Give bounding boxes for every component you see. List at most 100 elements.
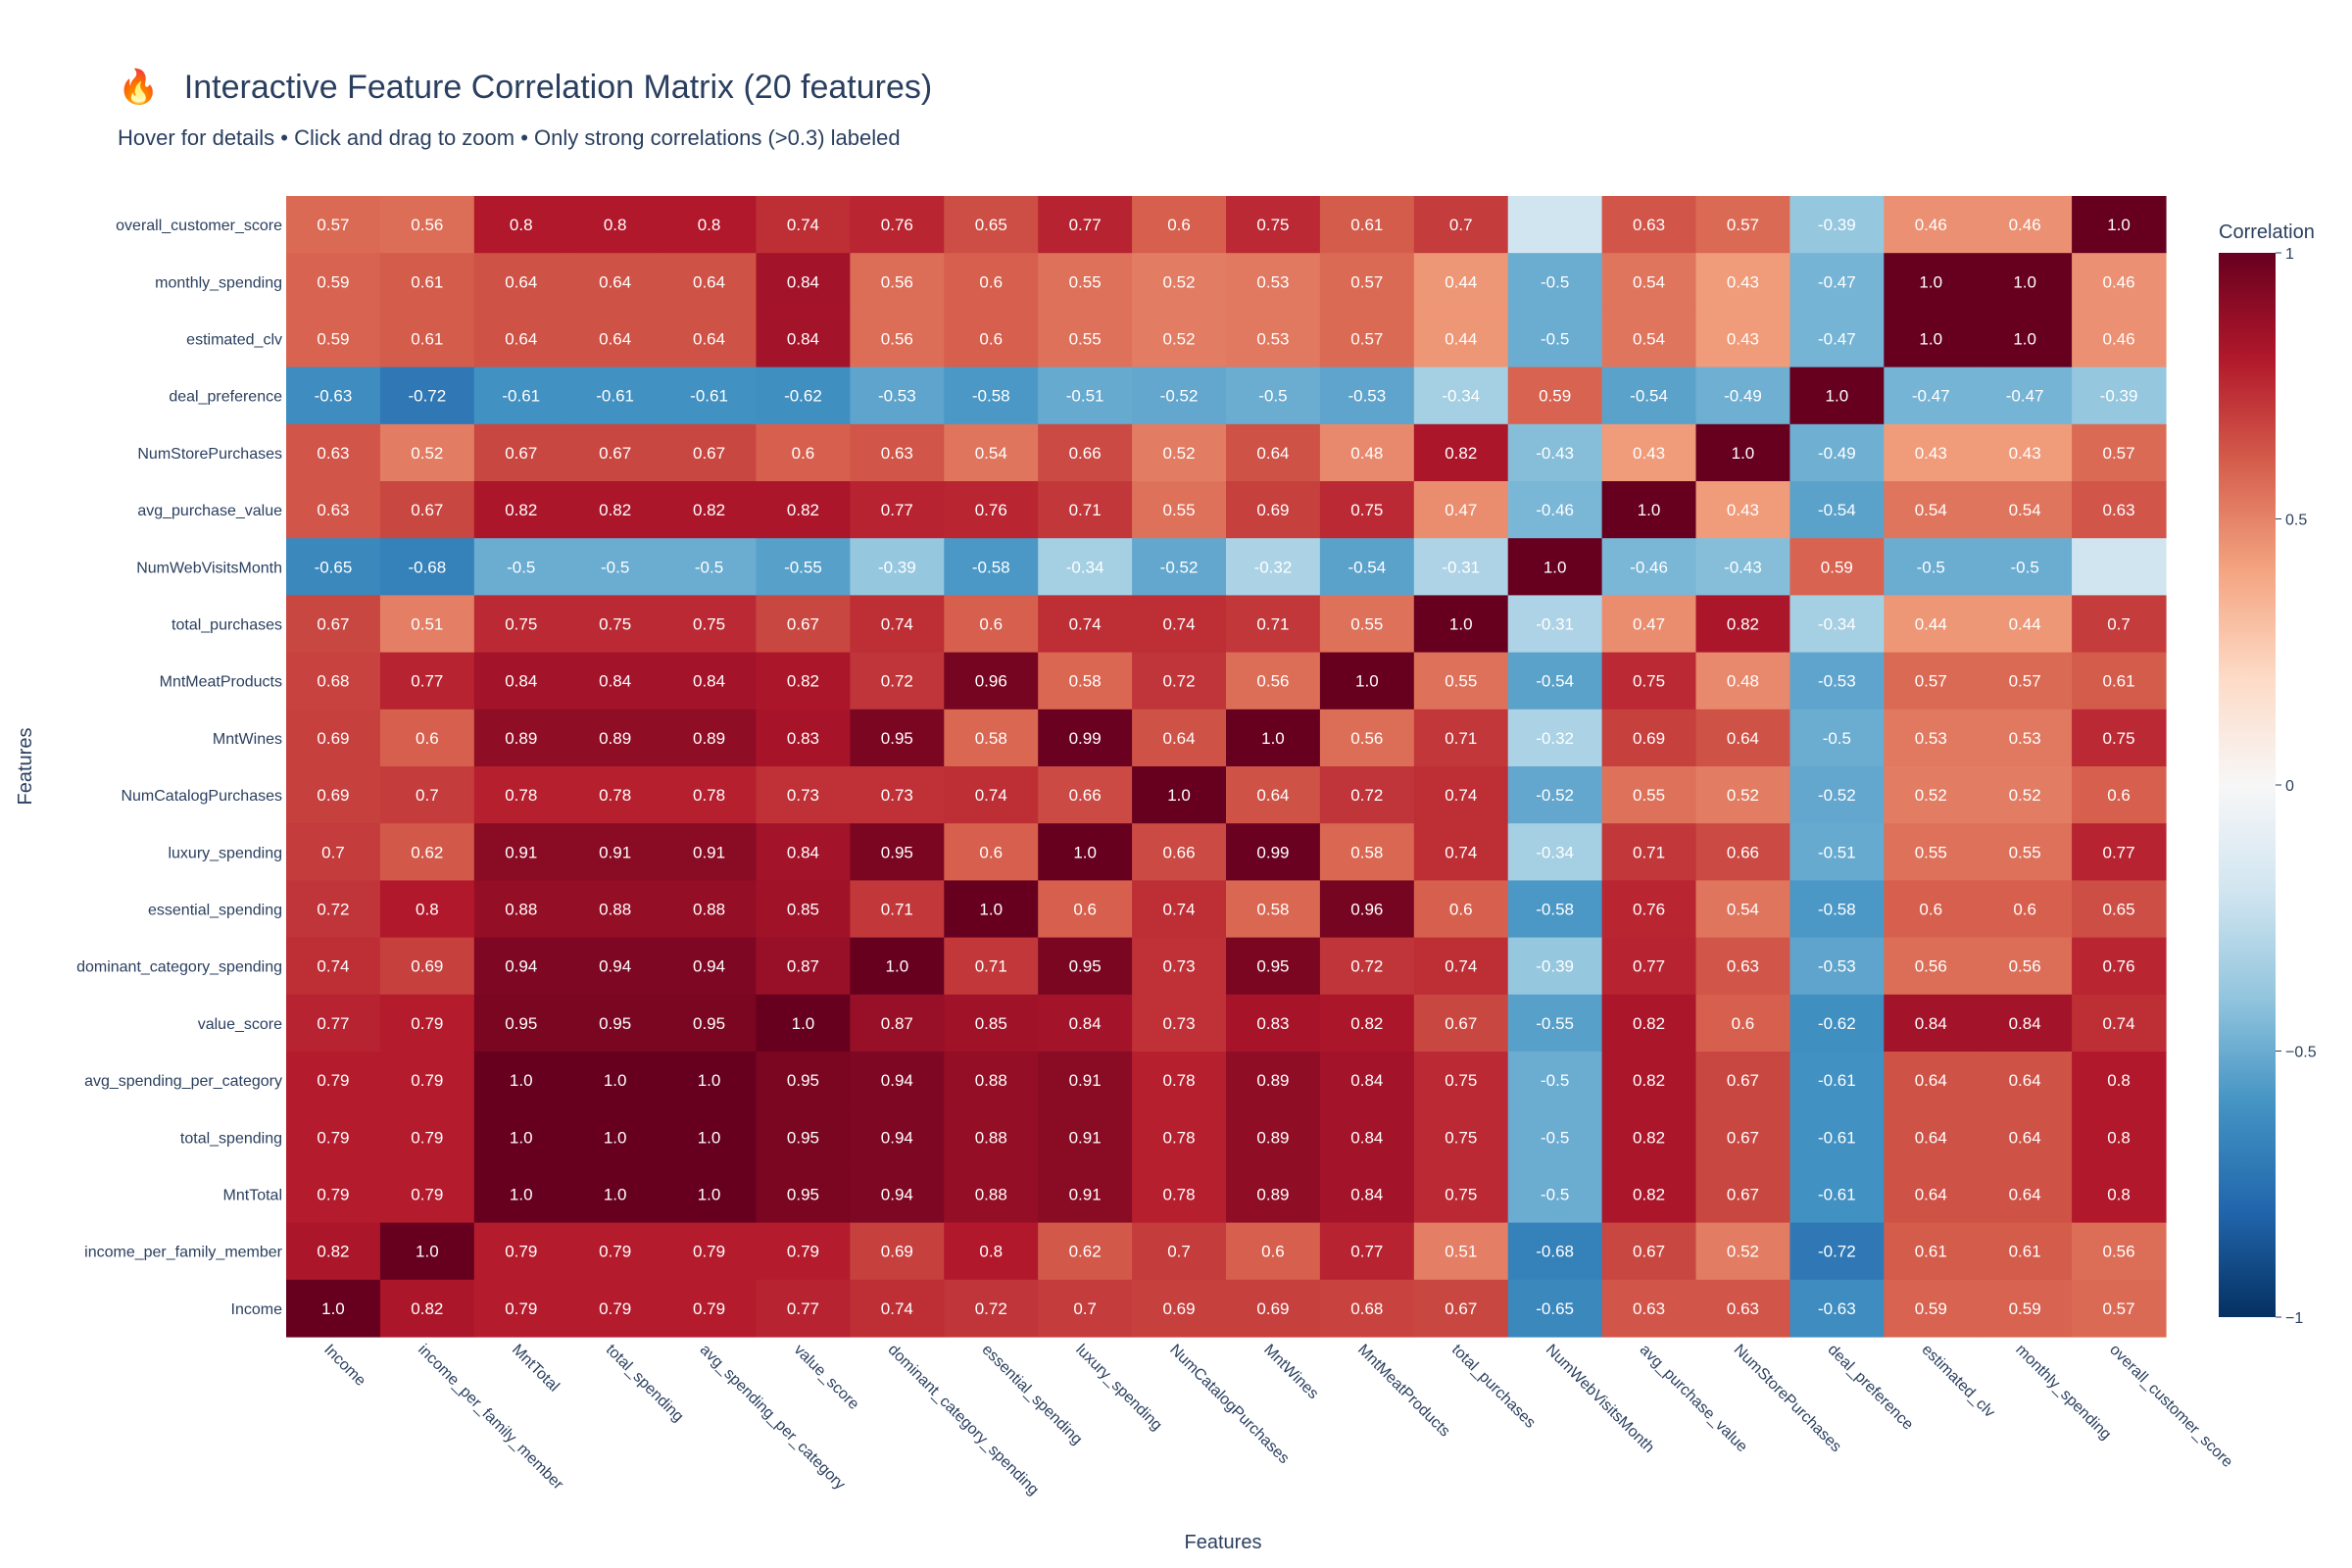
heatmap-cell[interactable] [473,481,569,539]
heatmap-cell[interactable] [473,253,569,311]
heatmap-cell[interactable] [1226,481,1321,539]
heatmap-cell[interactable] [1884,367,1979,425]
heatmap-cell[interactable] [944,709,1039,767]
heatmap-cell[interactable] [1038,766,1133,824]
heatmap-cell[interactable] [850,595,945,654]
heatmap-cell[interactable] [1413,423,1509,482]
heatmap-cell[interactable] [286,937,381,996]
heatmap-cell[interactable] [1695,253,1791,311]
heatmap-cell[interactable] [567,1222,663,1281]
heatmap-cell[interactable] [2072,595,2167,654]
heatmap-cell[interactable] [756,310,852,368]
heatmap-cell[interactable] [473,595,569,654]
heatmap-cell[interactable] [756,1279,852,1338]
heatmap-cell[interactable] [756,1165,852,1224]
heatmap-cell[interactable] [1132,310,1227,368]
heatmap-cell[interactable] [1789,766,1885,824]
heatmap-cell[interactable] [1132,652,1227,710]
heatmap-cell[interactable] [1884,1279,1979,1338]
heatmap-cell[interactable] [1413,595,1509,654]
heatmap-cell[interactable] [1132,196,1227,254]
heatmap-cell[interactable] [1507,1165,1603,1224]
heatmap-cell[interactable] [286,880,381,939]
heatmap-cell[interactable] [1789,652,1885,710]
heatmap-cell[interactable] [1319,823,1415,881]
heatmap-cell[interactable] [379,994,475,1053]
heatmap-cell[interactable] [1132,1108,1227,1166]
heatmap-cell[interactable] [944,538,1039,596]
heatmap-cell[interactable] [1601,823,1697,881]
heatmap-cell[interactable] [1507,595,1603,654]
heatmap-cell[interactable] [1884,595,1979,654]
heatmap-cell[interactable] [1319,196,1415,254]
heatmap-cell[interactable] [2072,253,2167,311]
heatmap-cell[interactable] [1507,937,1603,996]
heatmap-cell[interactable] [1226,1165,1321,1224]
heatmap-cell[interactable] [1507,766,1603,824]
heatmap-cell[interactable] [1601,253,1697,311]
heatmap-cell[interactable] [1226,1222,1321,1281]
heatmap-cell[interactable] [1413,880,1509,939]
heatmap-cell[interactable] [1507,367,1603,425]
heatmap-cell[interactable] [662,595,758,654]
heatmap-cell[interactable] [286,538,381,596]
heatmap-cell[interactable] [379,1222,475,1281]
heatmap-cell[interactable] [567,1108,663,1166]
heatmap-cell[interactable] [944,766,1039,824]
heatmap-cell[interactable] [286,709,381,767]
heatmap-cell[interactable] [286,1108,381,1166]
heatmap-cell[interactable] [1789,937,1885,996]
heatmap-cell[interactable] [756,367,852,425]
heatmap-cell[interactable] [1601,766,1697,824]
heatmap-cell[interactable] [286,766,381,824]
heatmap-cell[interactable] [1884,880,1979,939]
heatmap-cell[interactable] [662,766,758,824]
heatmap-cell[interactable] [1884,196,1979,254]
heatmap-cell[interactable] [850,880,945,939]
heatmap-cell[interactable] [1226,196,1321,254]
heatmap-cell[interactable] [850,823,945,881]
heatmap-cell[interactable] [1884,994,1979,1053]
heatmap-cell[interactable] [2072,481,2167,539]
heatmap-cell[interactable] [1507,1108,1603,1166]
heatmap-cell[interactable] [662,253,758,311]
heatmap-cell[interactable] [2072,1165,2167,1224]
heatmap-cell[interactable] [1884,481,1979,539]
heatmap-cell[interactable] [286,823,381,881]
heatmap-cell[interactable] [567,709,663,767]
heatmap-cell[interactable] [1319,1222,1415,1281]
heatmap-cell[interactable] [1132,1279,1227,1338]
heatmap-cell[interactable] [1038,310,1133,368]
heatmap-cell[interactable] [567,367,663,425]
heatmap-cell[interactable] [1978,481,2073,539]
heatmap-cell[interactable] [756,709,852,767]
heatmap-cell[interactable] [944,823,1039,881]
heatmap-cell[interactable] [1789,1222,1885,1281]
heatmap-cell[interactable] [1226,652,1321,710]
heatmap-cell[interactable] [850,253,945,311]
heatmap-cell[interactable] [1413,823,1509,881]
heatmap-cell[interactable] [379,1279,475,1338]
heatmap-cell[interactable] [1695,367,1791,425]
heatmap-cell[interactable] [1132,423,1227,482]
heatmap-cell[interactable] [1601,652,1697,710]
heatmap-cell[interactable] [1413,1222,1509,1281]
heatmap-cell[interactable] [850,1052,945,1109]
heatmap-cell[interactable] [1038,1165,1133,1224]
heatmap-cell[interactable] [756,481,852,539]
heatmap-cell[interactable] [1132,823,1227,881]
heatmap-cell[interactable] [2072,310,2167,368]
heatmap-cell[interactable] [850,423,945,482]
heatmap-cell[interactable] [662,1222,758,1281]
heatmap-cell[interactable] [379,423,475,482]
heatmap-cell[interactable] [2072,1108,2167,1166]
heatmap-cell[interactable] [756,823,852,881]
heatmap-cell[interactable] [1038,937,1133,996]
heatmap-cell[interactable] [662,1279,758,1338]
heatmap-cell[interactable] [944,1052,1039,1109]
heatmap-cell[interactable] [1789,994,1885,1053]
heatmap-cell[interactable] [1601,1279,1697,1338]
heatmap-cell[interactable] [473,1279,569,1338]
heatmap-cell[interactable] [662,880,758,939]
heatmap-cell[interactable] [1789,823,1885,881]
